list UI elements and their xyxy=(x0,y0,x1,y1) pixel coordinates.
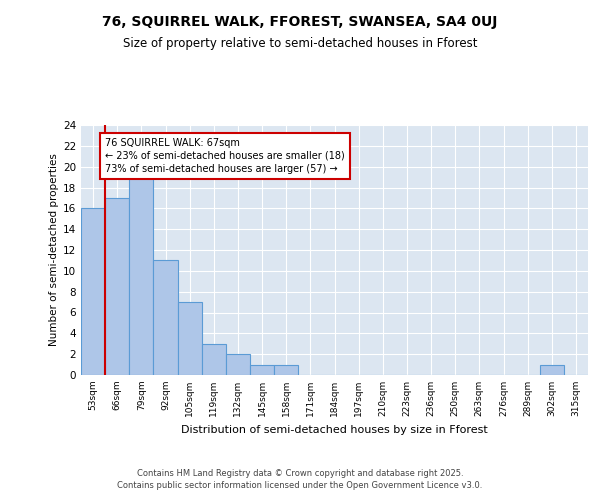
Bar xyxy=(81,208,105,375)
X-axis label: Distribution of semi-detached houses by size in Fforest: Distribution of semi-detached houses by … xyxy=(181,424,488,434)
Bar xyxy=(129,177,154,375)
Y-axis label: Number of semi-detached properties: Number of semi-detached properties xyxy=(49,154,59,346)
Bar xyxy=(274,364,298,375)
Text: Contains HM Land Registry data © Crown copyright and database right 2025.
Contai: Contains HM Land Registry data © Crown c… xyxy=(118,468,482,490)
Text: 76 SQUIRREL WALK: 67sqm
← 23% of semi-detached houses are smaller (18)
73% of se: 76 SQUIRREL WALK: 67sqm ← 23% of semi-de… xyxy=(105,138,345,174)
Bar xyxy=(154,260,178,375)
Bar xyxy=(178,302,202,375)
Text: Size of property relative to semi-detached houses in Fforest: Size of property relative to semi-detach… xyxy=(123,38,477,51)
Bar xyxy=(202,344,226,375)
Bar xyxy=(250,364,274,375)
Bar xyxy=(540,364,564,375)
Text: 76, SQUIRREL WALK, FFOREST, SWANSEA, SA4 0UJ: 76, SQUIRREL WALK, FFOREST, SWANSEA, SA4… xyxy=(103,15,497,29)
Bar xyxy=(105,198,129,375)
Bar xyxy=(226,354,250,375)
